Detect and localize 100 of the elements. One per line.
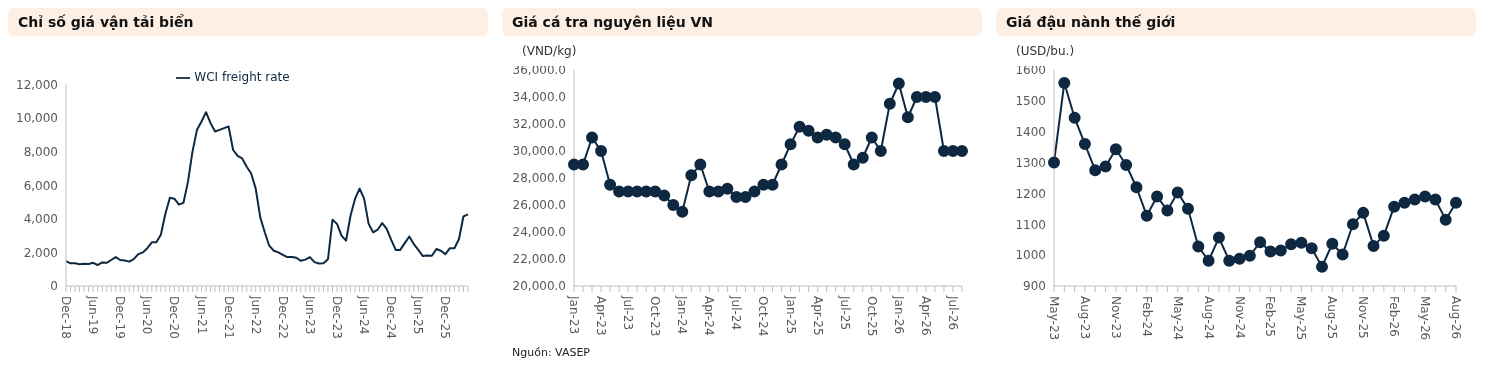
y-axis-title: (USD/bu.) — [1016, 44, 1075, 58]
x-tick-label: Jun-20 — [140, 295, 155, 335]
x-tick-label: Aug-24 — [1201, 296, 1216, 340]
x-tick-label: Jul-26 — [945, 295, 960, 331]
point — [1305, 242, 1318, 255]
y-tick-label: 12,000 — [16, 77, 58, 92]
point — [1450, 196, 1462, 209]
point — [1326, 237, 1339, 250]
point — [1078, 138, 1091, 151]
x-tick-label: Dec-24 — [384, 296, 399, 339]
point — [1212, 231, 1225, 244]
point — [1048, 156, 1060, 169]
point — [1357, 206, 1370, 219]
x-tick-label: Nov-25 — [1356, 296, 1371, 339]
point — [1202, 254, 1215, 267]
point — [1439, 213, 1452, 226]
x-tick-label: Feb-24 — [1139, 296, 1154, 337]
point — [1295, 236, 1308, 249]
point — [1419, 190, 1432, 203]
y-tick-label: 1300 — [1015, 155, 1046, 170]
y-tick-label: 4,000 — [23, 212, 58, 227]
x-tick-label: Jun-19 — [86, 295, 101, 335]
legend-label: WCI freight rate — [194, 70, 290, 84]
x-tick-label: Apr-23 — [594, 296, 609, 336]
x-tick-label: Dec-22 — [275, 296, 290, 339]
x-tick-label: Jan-23 — [567, 295, 581, 335]
x-tick-label: Feb-25 — [1263, 296, 1278, 337]
point — [956, 145, 968, 157]
point — [847, 158, 860, 171]
x-tick-label: Apr-24 — [702, 296, 717, 336]
point — [1161, 204, 1174, 217]
x-tick-label: Dec-21 — [221, 296, 236, 339]
point — [1223, 254, 1236, 267]
y-tick-label: 30,000.0 — [512, 144, 566, 159]
point — [1058, 76, 1071, 89]
x-tick-label: Aug-23 — [1077, 296, 1092, 340]
x-tick-label: Apr-25 — [810, 296, 825, 336]
y-tick-label: 24,000.0 — [512, 225, 566, 240]
x-tick-label: May-25 — [1294, 296, 1309, 341]
y-tick-label: 34,000.0 — [512, 90, 566, 105]
x-tick-label: Jun-22 — [248, 295, 263, 335]
x-tick-label: Feb-26 — [1387, 296, 1402, 337]
x-tick-label: Aug-25 — [1325, 296, 1340, 340]
point — [721, 182, 734, 195]
point — [883, 97, 896, 110]
x-tick-label: Jul-23 — [621, 295, 636, 331]
x-tick-label: Jun-21 — [194, 295, 209, 335]
point — [586, 131, 599, 144]
point — [1192, 240, 1205, 253]
x-tick-label: Nov-23 — [1108, 296, 1123, 339]
point — [694, 158, 707, 171]
point — [874, 145, 887, 157]
x-tick-label: Jan-24 — [675, 295, 690, 335]
point — [658, 189, 671, 202]
text: Nguồn: VASEP — [512, 346, 590, 359]
point — [901, 111, 914, 124]
point — [1243, 249, 1256, 262]
y-tick-label: 2,000 — [23, 245, 58, 260]
x-tick-label: Dec-19 — [113, 296, 128, 339]
y-tick-label: 20,000.0 — [512, 279, 566, 294]
y-tick-label: 1600 — [1015, 63, 1046, 78]
x-tick-label: Aug-26 — [1449, 296, 1463, 340]
y-tick-label: 8,000 — [23, 144, 58, 159]
point — [784, 138, 797, 151]
point — [775, 158, 788, 171]
point — [649, 185, 662, 198]
x-tick-label: Apr-26 — [918, 296, 933, 336]
point — [748, 185, 761, 198]
y-tick-label: 32,000.0 — [512, 117, 566, 132]
y-tick-label: 10,000 — [16, 111, 58, 126]
point — [1171, 186, 1184, 199]
point — [1346, 218, 1359, 231]
point — [793, 120, 806, 133]
point — [1336, 248, 1349, 261]
y-tick-label: 6,000 — [23, 178, 58, 193]
point — [1151, 190, 1164, 203]
x-tick-label: May-23 — [1047, 296, 1061, 341]
point — [829, 131, 842, 144]
x-tick-label: Dec-18 — [59, 296, 73, 339]
point — [1429, 193, 1442, 206]
y-tick-label: 1100 — [1015, 217, 1046, 232]
chart-title: Giá cá tra nguyên liệu VN — [502, 8, 982, 36]
point — [802, 124, 815, 137]
y-tick-label: 1000 — [1015, 248, 1046, 263]
point — [1408, 193, 1421, 206]
point — [1377, 229, 1390, 242]
y-tick-label: 22,000.0 — [512, 252, 566, 267]
y-tick-label: 36,000.0 — [512, 63, 566, 78]
y-tick-label: 26,000.0 — [512, 198, 566, 213]
x-tick-label: Nov-24 — [1232, 296, 1247, 339]
y-tick-label: 0 — [50, 279, 58, 294]
y-tick-label: 1400 — [1015, 124, 1046, 139]
x-tick-label: Jul-25 — [837, 295, 852, 331]
x-tick-label: Oct-23 — [648, 296, 663, 337]
y-tick-label: 1200 — [1015, 186, 1046, 201]
point — [865, 131, 878, 144]
y-tick-label: 28,000.0 — [512, 171, 566, 186]
x-tick-label: Dec-20 — [167, 296, 182, 339]
point — [1140, 209, 1153, 222]
y-axis-title: (VND/kg) — [522, 44, 577, 58]
